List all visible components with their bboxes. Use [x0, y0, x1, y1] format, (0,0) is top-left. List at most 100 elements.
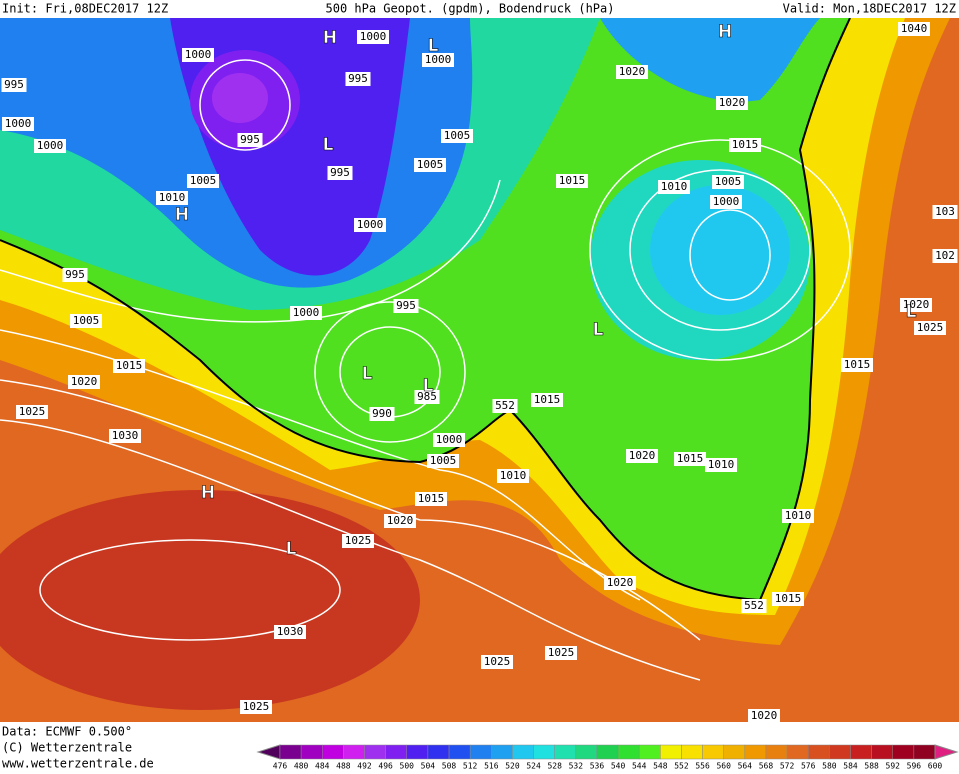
isobar-label-bg [345, 72, 371, 86]
isobar-label: 1020 [751, 709, 778, 722]
scale-label: 568 [759, 762, 774, 771]
isobar-label: 1030 [277, 625, 304, 638]
isobar-label: 1020 [607, 576, 634, 589]
isobar-label-bg [782, 509, 814, 523]
isobar-label: 985 [417, 390, 437, 403]
scale-label: 508 [442, 762, 457, 771]
pressure-center: H [175, 205, 189, 225]
isobar-label-bg [658, 180, 690, 194]
scale-swatch [385, 744, 408, 760]
isobar-label-bg [109, 429, 141, 443]
field-core-purple [212, 73, 268, 123]
isobar-label: 1015 [844, 358, 871, 371]
scale-label: 556 [695, 762, 710, 771]
pressure-center: L [362, 364, 373, 384]
isobar-label: 995 [65, 268, 85, 281]
isobar-label: 1015 [116, 359, 143, 372]
pressure-center: H [201, 483, 215, 503]
isobar-label: 990 [372, 407, 392, 420]
isobar-label: 1010 [661, 180, 688, 193]
scale-label: 492 [357, 762, 372, 771]
scale-label: 588 [864, 762, 879, 771]
pressure-center: L [428, 36, 439, 56]
isobar-label-bg [481, 655, 513, 669]
isobar-label-bg [1, 78, 27, 92]
isobar-label: 1005 [715, 175, 742, 188]
scale-swatch [660, 744, 682, 760]
isobar-label-bg [729, 138, 761, 152]
scale-swatch [702, 744, 724, 760]
scale-label: 500 [400, 762, 415, 771]
header-bar [0, 0, 959, 18]
isobar-label-bg [674, 452, 706, 466]
isobar [0, 179, 501, 323]
isobar-label: 1015 [559, 174, 586, 187]
scale-swatch [533, 744, 555, 760]
scale-swatch [448, 744, 471, 760]
scale-label: 496 [378, 762, 393, 771]
scale-swatch [512, 744, 534, 760]
isobar-label: 1020 [387, 514, 414, 527]
pressure-center: L [593, 320, 604, 340]
scale-swatch [575, 744, 598, 760]
isobar-label: 1020 [629, 449, 656, 462]
isobar-label-bg [240, 700, 272, 714]
isobar-label: 995 [330, 166, 350, 179]
map-title: 500 hPa Geopot. (gpdm), Bodendruck (hPa) [326, 2, 615, 16]
pressure-center: L [423, 376, 434, 396]
isobar-label-bg [327, 166, 353, 180]
isobar-label: 1010 [708, 458, 735, 471]
scale-swatch [343, 744, 365, 760]
isobar-label: 1025 [19, 405, 46, 418]
isobar-label-bg [427, 454, 459, 468]
scale-swatch [638, 744, 661, 760]
isobar-label: 1005 [417, 158, 444, 171]
isobar-label: 1025 [917, 321, 944, 334]
scale-label: 476 [273, 762, 288, 771]
scale-label: 540 [611, 762, 626, 771]
map-labels: 1000 1000 1000 995 1000 1000 995 995 995 1005 1010… [1, 22, 958, 723]
scale-swatch [406, 744, 429, 760]
pressure-center: L [323, 135, 334, 155]
isobar-label-bg [414, 390, 440, 404]
isobar-label: 1010 [500, 469, 527, 482]
isobar-label: 995 [396, 299, 416, 312]
isobar-label-bg [16, 405, 48, 419]
isobar-label: 1015 [775, 592, 802, 605]
contour-label: 552 [744, 599, 764, 612]
isobar-label: 1000 [436, 433, 463, 446]
isobar-label: 1025 [484, 655, 511, 668]
isobar-label-bg [497, 469, 529, 483]
field-cyan-core [650, 185, 790, 315]
scale-swatch [744, 744, 767, 760]
isobar-label: 1020 [71, 375, 98, 388]
scale-swatch [596, 744, 619, 760]
isobar-label-bg [290, 306, 322, 320]
scale-label: 580 [822, 762, 837, 771]
scale-swatch [807, 744, 830, 760]
isobar-label-bg [62, 268, 88, 282]
contour-552 [0, 17, 851, 602]
isobar-label-bg [705, 458, 737, 472]
isobar-label-bg [274, 625, 306, 639]
copyright: (C) Wetterzentrale [2, 741, 132, 755]
scale-label: 536 [590, 762, 605, 771]
isobar-label: 1015 [418, 492, 445, 505]
isobar-label-bg [898, 22, 930, 36]
isobar-label-bg [393, 299, 419, 313]
pressure-center: L [906, 302, 917, 322]
isobar-label-bg [932, 249, 958, 263]
isobar-label-bg [187, 174, 219, 188]
contour-label: 552 [495, 399, 515, 412]
isobar-label-bg [422, 53, 454, 67]
isobar-label-bg [113, 359, 145, 373]
isobar-label-bg [182, 48, 214, 62]
isobar-label-bg [772, 592, 804, 606]
scale-swatch [913, 744, 936, 760]
isobar-label-bg [914, 321, 946, 335]
isobar-label: 1000 [713, 195, 740, 208]
scale-label: 516 [484, 762, 499, 771]
isobar [689, 209, 771, 301]
